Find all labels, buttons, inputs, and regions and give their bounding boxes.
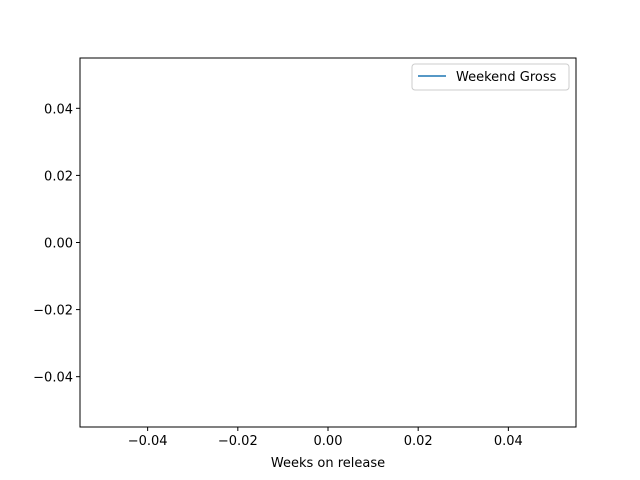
x-tick-label: 0.02	[404, 434, 433, 449]
legend: Weekend Gross	[411, 63, 570, 91]
y-tick-label: −0.02	[33, 304, 73, 319]
x-axis-label: Weeks on release	[271, 456, 385, 471]
x-tick-label: 0.04	[494, 434, 523, 449]
y-tick-label: 0.04	[44, 102, 73, 117]
x-tick-label: −0.04	[128, 434, 168, 449]
x-axis-ticks: −0.04 −0.02 0.00 0.02 0.04	[128, 427, 523, 449]
y-tick-label: 0.00	[44, 237, 73, 252]
plot-area	[79, 57, 577, 428]
x-tick-label: −0.02	[218, 434, 258, 449]
y-tick-label: −0.04	[33, 371, 73, 386]
legend-label-weekend-gross: Weekend Gross	[456, 70, 557, 85]
y-axis-ticks: −0.04 −0.02 0.00 0.02 0.04	[33, 102, 80, 386]
legend-box	[411, 63, 570, 91]
y-tick-label: 0.02	[44, 169, 73, 184]
x-tick-label: 0.00	[314, 434, 343, 449]
